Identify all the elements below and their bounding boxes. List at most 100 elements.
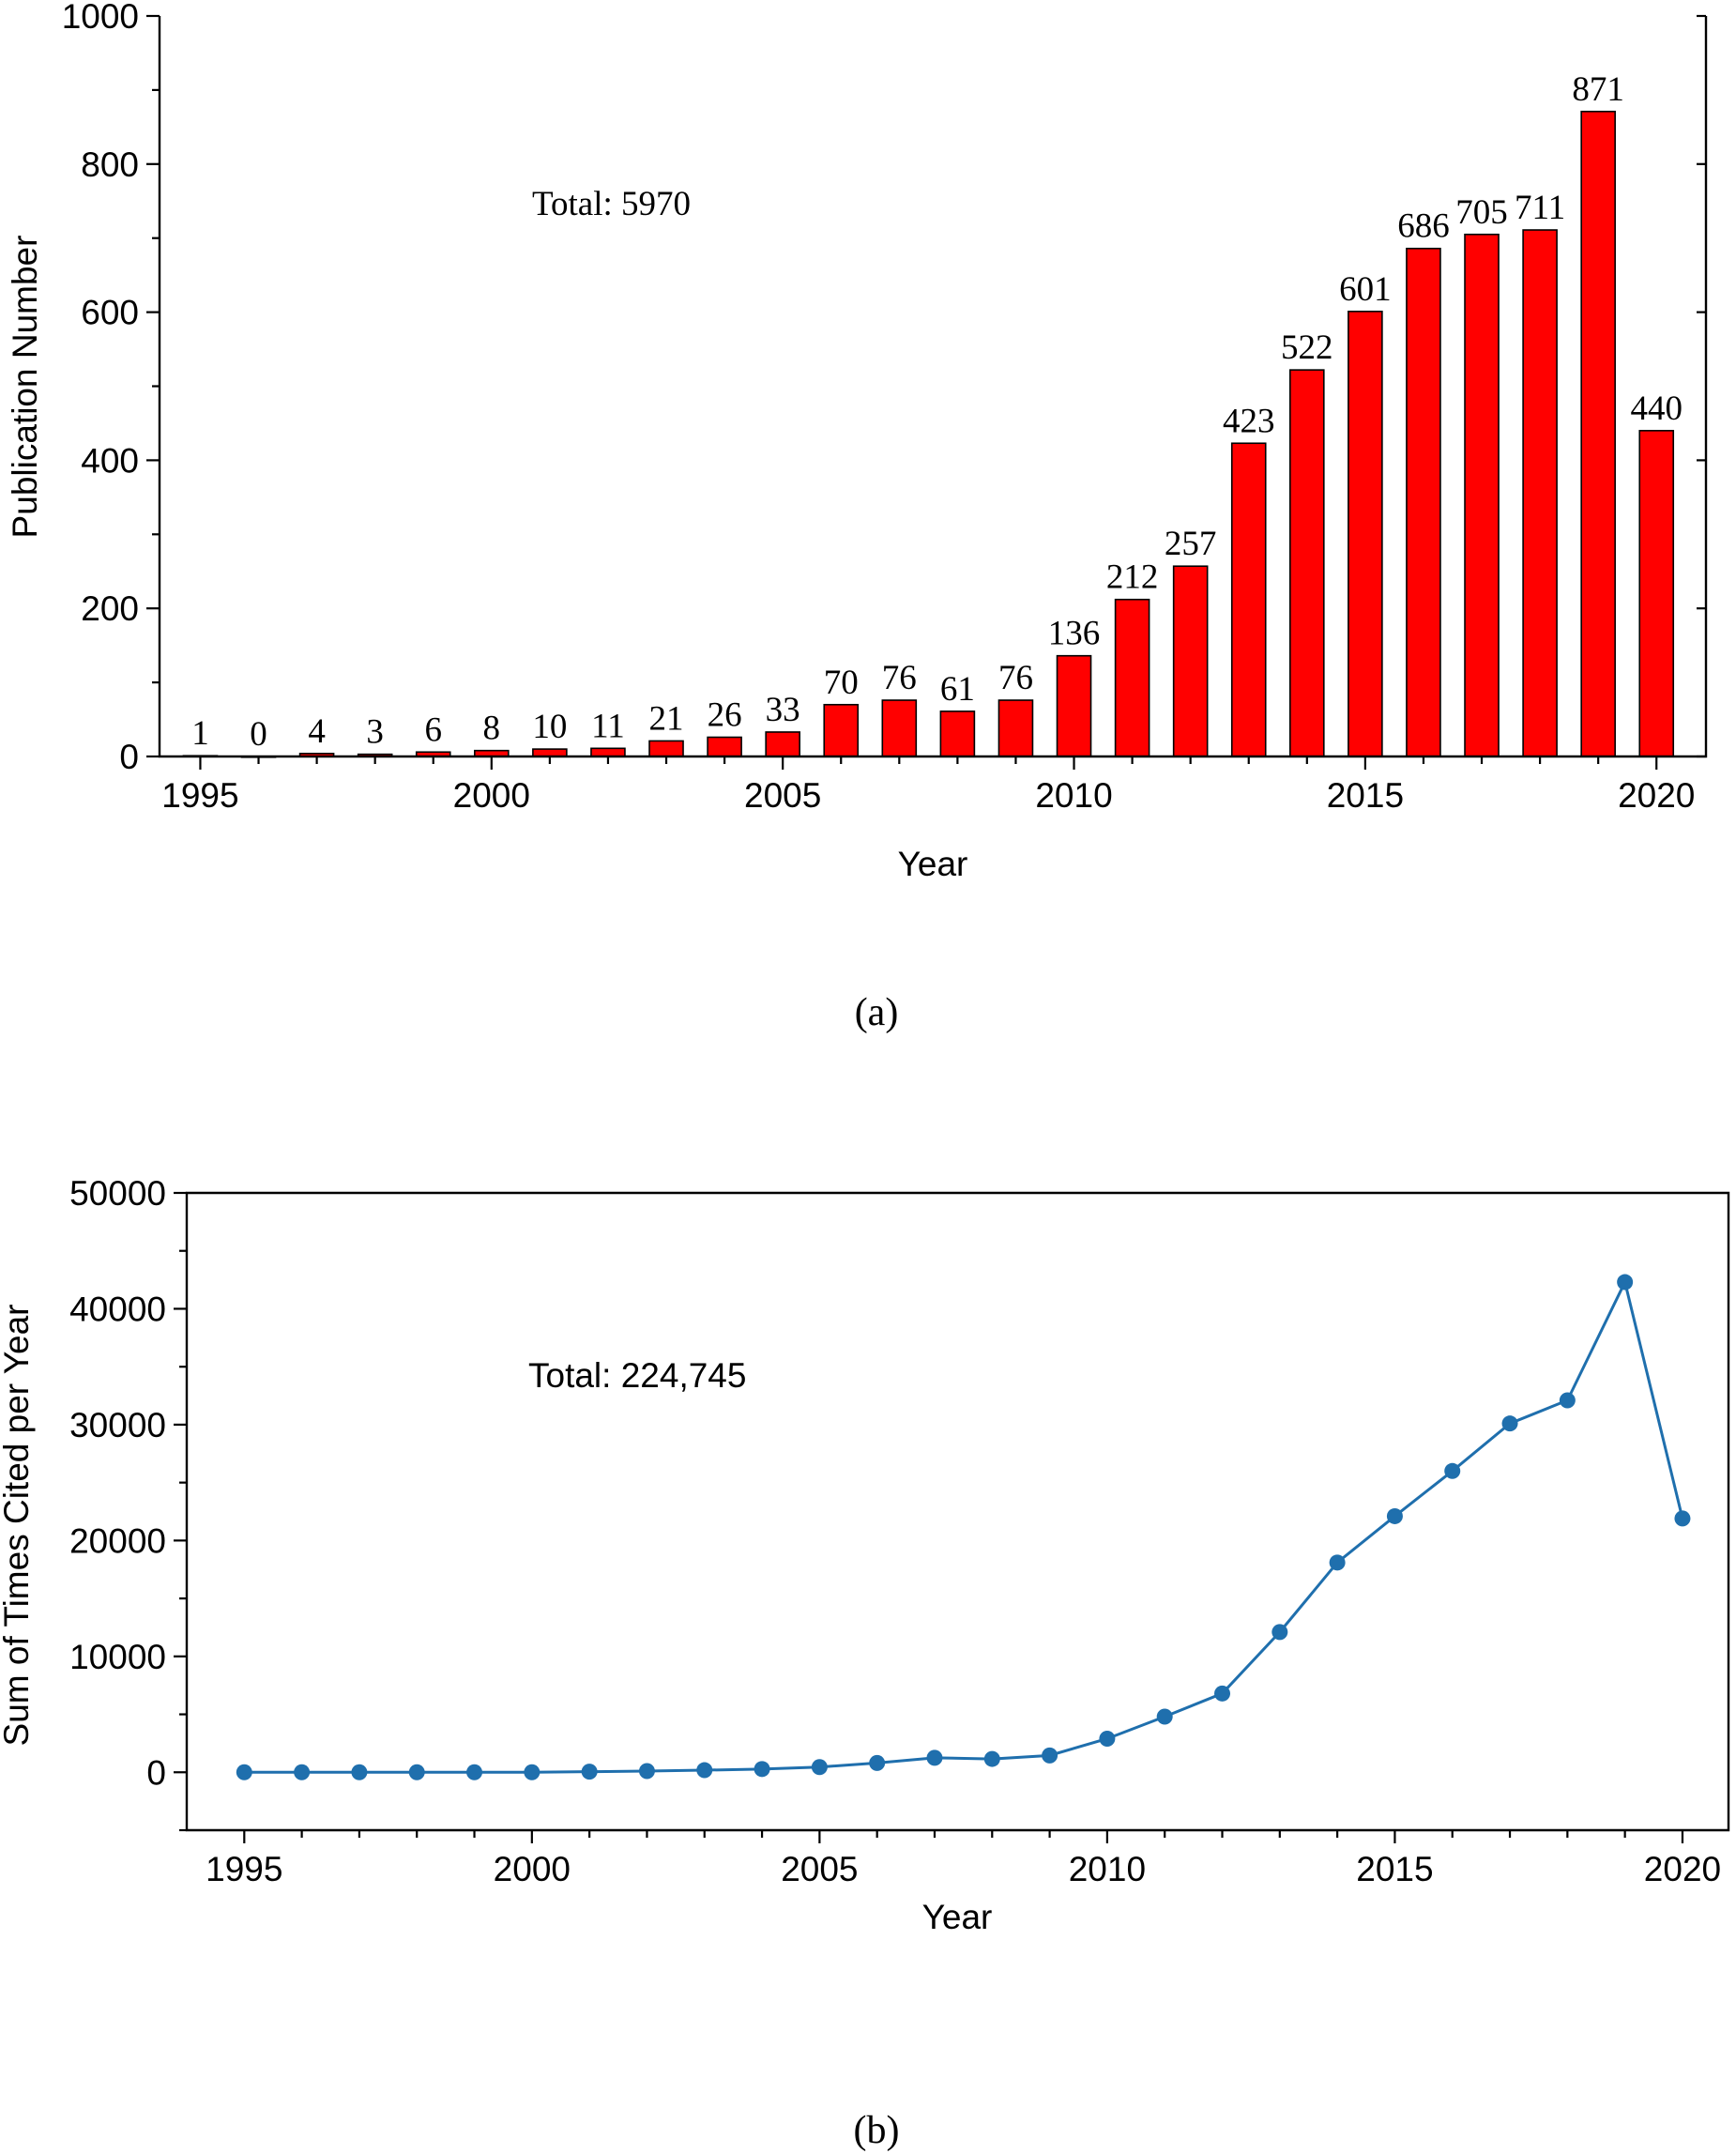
bar <box>1522 229 1558 757</box>
citation-line-chart: 0 10000 20000 30000 40000 50000 1995 2000 2005 2… <box>0 1174 1730 2152</box>
bar-value-label: 11 <box>591 707 625 745</box>
bar <box>1230 442 1267 757</box>
bar-value-label: 440 <box>1630 390 1683 428</box>
y-tick-label: 10000 <box>69 1638 166 1676</box>
bar <box>1289 369 1325 757</box>
chart-b-caption: (b) <box>854 2109 900 2152</box>
bar-value-label: 6 <box>424 710 442 749</box>
bar-value-label: 522 <box>1281 328 1333 367</box>
x-tick-label: 2010 <box>1069 1850 1146 1888</box>
y-tick-label: 40000 <box>69 1290 166 1328</box>
chart-a-y-axis-title: Publication Number <box>6 236 44 539</box>
bar-value-label: 1 <box>191 714 209 753</box>
y-tick-label: 200 <box>81 589 139 628</box>
bar-value-label: 257 <box>1165 525 1217 563</box>
bar-value-label: 601 <box>1339 270 1392 309</box>
y-tick-label: 30000 <box>69 1406 166 1444</box>
y-tick-label: 20000 <box>69 1521 166 1560</box>
data-point <box>1617 1274 1634 1291</box>
y-tick-label: 0 <box>119 738 139 776</box>
data-point <box>1099 1730 1116 1747</box>
chart-b-x-ticks: 1995 2000 2005 2010 2015 2020 <box>206 1830 1721 1888</box>
bar <box>765 731 800 757</box>
bar-value-label: 711 <box>1515 189 1565 227</box>
bar-value-label: 136 <box>1048 615 1101 653</box>
bar-value-label: 871 <box>1572 70 1624 109</box>
data-point <box>754 1761 770 1778</box>
y-tick-label: 600 <box>81 294 139 332</box>
bar <box>707 736 742 757</box>
x-tick-label: 2020 <box>1644 1850 1721 1888</box>
bar-value-label: 686 <box>1397 207 1450 246</box>
x-tick-label: 1995 <box>206 1850 282 1888</box>
data-point <box>811 1759 828 1776</box>
x-tick-label: 1995 <box>161 776 238 815</box>
bar <box>1056 654 1092 757</box>
data-point <box>1674 1510 1691 1527</box>
data-point <box>236 1764 252 1780</box>
bar <box>939 710 976 757</box>
bar-value-label: 0 <box>250 715 267 754</box>
chart-a-total-annotation: Total: 5970 <box>532 185 691 223</box>
citation-series-line <box>244 1277 1684 1774</box>
data-point <box>1559 1392 1576 1409</box>
bar <box>881 699 918 757</box>
bar-value-label: 76 <box>882 659 917 697</box>
bar-value-label: 76 <box>998 659 1033 697</box>
bar-value-label: 70 <box>824 664 859 702</box>
chart-b-axes <box>185 1191 1730 1832</box>
bar <box>823 703 860 757</box>
bar-value-label: 4 <box>308 712 326 751</box>
data-point <box>1042 1747 1058 1764</box>
bar-value-label: 8 <box>483 710 501 748</box>
data-point <box>351 1764 368 1780</box>
chart-b-y-ticks: 0 10000 20000 30000 40000 50000 <box>69 1174 187 1832</box>
x-tick-label: 2020 <box>1618 776 1695 815</box>
data-point <box>294 1764 311 1780</box>
chart-b-x-axis-title: Year <box>922 1898 993 1936</box>
bar <box>590 747 626 757</box>
bar-value-label: 212 <box>1106 558 1159 597</box>
data-point <box>466 1764 483 1780</box>
bar <box>1580 110 1616 757</box>
x-tick-label: 2015 <box>1327 776 1404 815</box>
y-tick-label: 50000 <box>69 1174 166 1213</box>
bar-value-label: 423 <box>1223 402 1275 440</box>
bar <box>1348 311 1383 757</box>
y-tick-label: 0 <box>146 1753 166 1792</box>
data-point <box>1329 1554 1346 1571</box>
bar-value-label: 61 <box>940 670 975 709</box>
data-point <box>1214 1685 1231 1702</box>
bar <box>648 740 684 757</box>
x-tick-label: 2015 <box>1356 1850 1433 1888</box>
bar-value-label: 21 <box>649 699 684 738</box>
x-tick-label: 2000 <box>494 1850 571 1888</box>
bar-value-label: 26 <box>708 695 742 734</box>
x-tick-label: 2005 <box>781 1850 858 1888</box>
data-point <box>926 1749 943 1766</box>
bar-series <box>182 110 1675 758</box>
bar <box>1172 565 1209 757</box>
chart-a-y-ticks: 0 200 400 600 800 1000 <box>62 0 1706 776</box>
bar <box>1464 233 1500 757</box>
bar-value-label: 3 <box>366 713 384 752</box>
data-point <box>408 1764 425 1780</box>
data-point <box>696 1762 713 1779</box>
data-point <box>1386 1507 1403 1524</box>
bar-value-label: 10 <box>532 708 567 746</box>
bar-value-label: 33 <box>766 691 800 729</box>
data-point <box>1501 1415 1518 1432</box>
bar <box>997 699 1034 757</box>
bar <box>1406 247 1441 757</box>
chart-b-total-annotation: Total: 224,745 <box>528 1356 746 1395</box>
data-point <box>1444 1462 1461 1479</box>
data-point <box>524 1764 541 1780</box>
data-point <box>1156 1708 1173 1725</box>
x-tick-label: 2010 <box>1035 776 1112 815</box>
chart-a-x-axis-title: Year <box>898 845 968 883</box>
chart-a-x-ticks: 1995 2000 2005 2010 2015 2020 <box>161 756 1695 815</box>
citation-series-points <box>236 1274 1691 1780</box>
data-point <box>638 1763 655 1780</box>
